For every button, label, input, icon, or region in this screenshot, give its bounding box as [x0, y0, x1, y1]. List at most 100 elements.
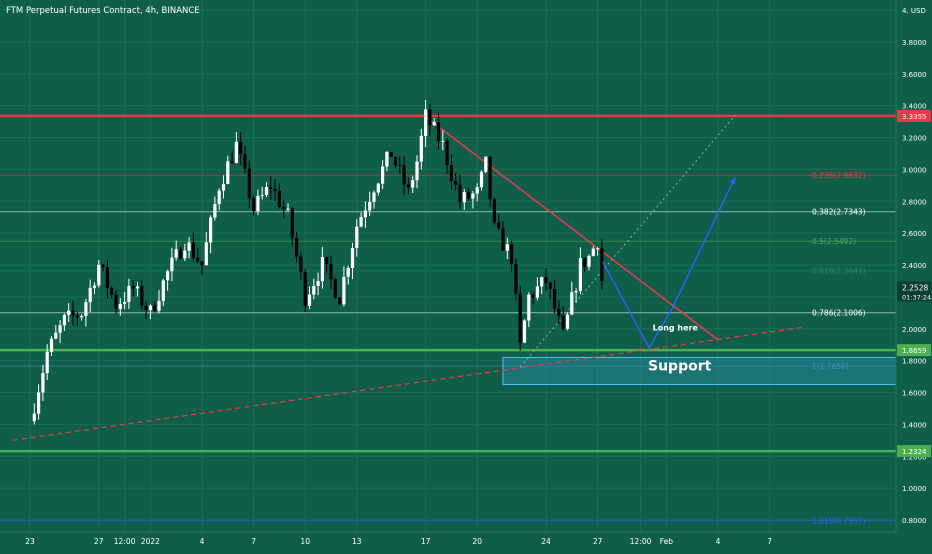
candle-body	[290, 208, 294, 239]
candle-body	[256, 195, 260, 212]
fib-level-label: 1.618(0.7957)	[812, 517, 866, 526]
candle-body	[333, 279, 337, 298]
candle-body	[221, 183, 226, 191]
candle-body	[488, 156, 492, 200]
fib-level-label: 0.5(2.5492)	[812, 237, 856, 246]
price-tick-label: 4. USD	[902, 7, 926, 15]
grid-lines	[0, 0, 896, 532]
price-tick-label: 3.4000	[902, 103, 927, 111]
support-label: Support	[648, 358, 712, 374]
candle-body	[522, 320, 527, 343]
candle-body	[92, 285, 97, 288]
level-price-tag[interactable]	[897, 445, 931, 458]
last-price-value: 2.2528	[902, 283, 928, 292]
candle-body	[411, 180, 415, 188]
annotations: Long here	[653, 323, 699, 332]
price-tick-label: 1.8000	[902, 358, 927, 366]
candle-body	[372, 192, 376, 202]
time-tick-label: 23	[25, 537, 35, 546]
candle-body	[600, 248, 604, 282]
candle-body	[368, 201, 372, 211]
price-tick-label: 1.2000	[902, 453, 927, 461]
candle-body	[514, 264, 518, 294]
candle-body	[338, 297, 342, 305]
level-price-tag-label: 1.8659	[902, 347, 927, 355]
candle-body	[355, 226, 359, 248]
fib-level-label: 0.618(2.3641)	[812, 267, 866, 276]
candle-body	[574, 291, 578, 293]
projection-line[interactable]	[602, 177, 736, 350]
candle-body	[578, 257, 582, 292]
candle-body	[127, 285, 131, 302]
candle-body	[389, 151, 393, 157]
candle-body	[84, 302, 88, 317]
candle-body	[428, 109, 432, 126]
candle-body	[475, 187, 479, 194]
annotation-label: Long here	[653, 323, 699, 332]
fib-level-label: 0.382(2.7343)	[812, 208, 866, 217]
horizontal-levels[interactable]	[0, 114, 896, 453]
time-tick-label: Feb	[660, 537, 674, 546]
candle-body	[419, 135, 423, 162]
time-tick-label: 7	[767, 537, 772, 546]
candle-body	[62, 314, 66, 326]
candle-body	[200, 261, 204, 266]
candle-body	[376, 183, 380, 193]
candle-body	[166, 271, 170, 281]
candle-body	[406, 184, 410, 188]
candle-body	[67, 310, 71, 315]
time-tick-label: 4	[716, 537, 721, 546]
resistance-trendline[interactable]	[425, 116, 719, 341]
candle-body	[449, 165, 453, 181]
candle-body	[570, 292, 574, 315]
level-price-tag[interactable]	[897, 109, 931, 122]
support-zone-box[interactable]	[502, 356, 897, 386]
candle-body	[381, 166, 385, 184]
candle-body	[492, 199, 496, 223]
candle-body	[45, 351, 49, 374]
candle-body	[282, 206, 286, 210]
candle-body	[140, 286, 144, 306]
level-price-tag[interactable]	[897, 344, 931, 357]
candle-body	[243, 154, 247, 169]
candle-body	[252, 198, 256, 212]
candle-body	[196, 258, 200, 262]
candle-body	[191, 242, 195, 259]
price-tick-label: 1.4000	[902, 421, 927, 429]
candle-body	[114, 294, 118, 309]
fib-level-label: 0.236(2.9632)	[812, 171, 866, 180]
candle-body	[75, 315, 79, 318]
candle-body	[557, 308, 561, 316]
candle-body	[41, 373, 45, 393]
candle-body	[110, 287, 114, 295]
fib-level-label: 1(1.7650)	[812, 362, 849, 371]
trendlines[interactable]	[12, 114, 805, 441]
candle-body	[501, 228, 505, 251]
candle-body	[118, 304, 122, 309]
candle-body	[436, 122, 441, 142]
time-axis[interactable]: 23 27 12:00 2022 4 7 10 13 17 20 24 27 12:00 Feb 4 7	[0, 531, 896, 550]
candle-body	[363, 210, 367, 218]
candle-body	[239, 141, 243, 155]
price-tick-label: 2.8000	[902, 198, 927, 206]
candle-body	[402, 165, 406, 185]
time-tick-label: 27	[593, 537, 603, 546]
last-price-tag[interactable]	[897, 281, 931, 302]
price-tick-label: 3.8000	[902, 39, 927, 47]
candle-body	[269, 186, 273, 189]
support-zone[interactable]: Support	[502, 356, 897, 386]
candle-body	[415, 161, 419, 181]
candle-body	[505, 244, 509, 251]
time-tick-label: 27	[94, 537, 104, 546]
candle-body	[277, 190, 281, 207]
candle-body	[97, 264, 101, 286]
fibonacci-retracement[interactable]: 0.236(2.9632) 0.382(2.7343) 0.5(2.5492) 0.6…	[0, 171, 896, 526]
price-axis[interactable]: 4. USD 3.8000 3.6000 3.4000 3.2000 3.0000 2.80…	[895, 0, 932, 550]
projection-path[interactable]	[602, 177, 736, 350]
fib-trendline[interactable]	[519, 114, 736, 368]
support-trendline[interactable]	[12, 326, 805, 441]
time-tick-label: 7	[251, 537, 256, 546]
candle-body	[359, 217, 363, 227]
